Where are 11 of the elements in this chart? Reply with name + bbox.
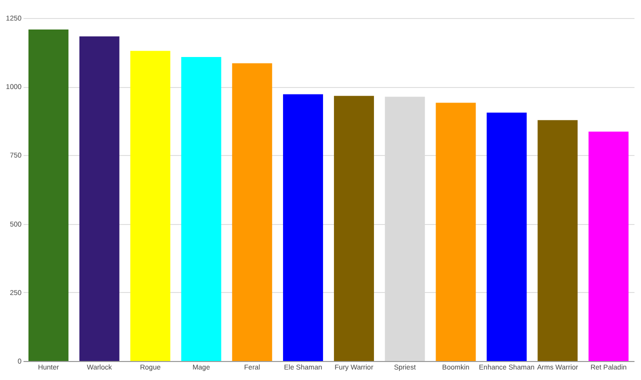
bar (486, 112, 527, 361)
bar (232, 63, 272, 361)
bar (28, 30, 68, 361)
bar (79, 36, 120, 361)
bar (130, 50, 170, 361)
bar (436, 102, 476, 361)
bar (538, 120, 578, 361)
bar (181, 56, 222, 361)
bar (283, 94, 324, 361)
bar (334, 96, 374, 361)
bar (588, 132, 629, 361)
